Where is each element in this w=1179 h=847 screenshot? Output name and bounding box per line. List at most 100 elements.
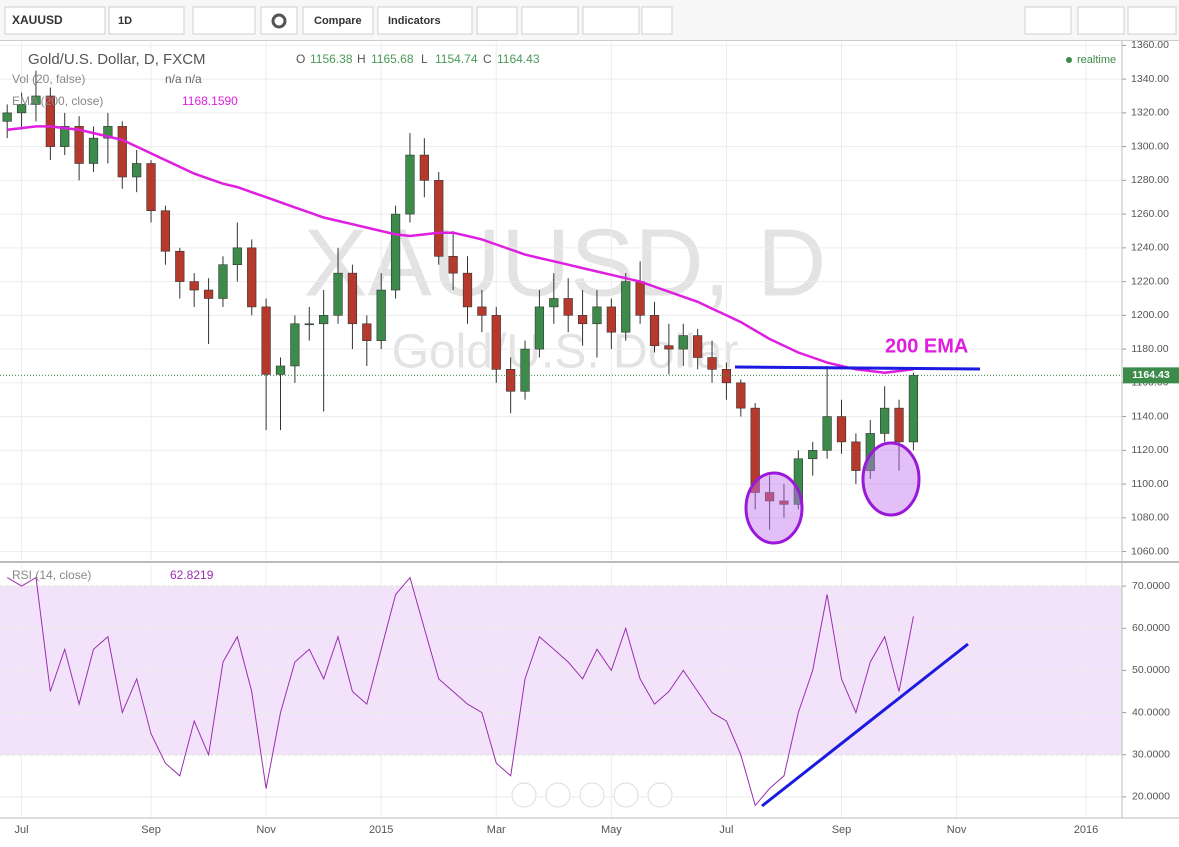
candle-body bbox=[606, 306, 616, 333]
settings-button[interactable] bbox=[260, 6, 298, 35]
candle-body bbox=[477, 306, 487, 316]
candle-body bbox=[290, 323, 300, 367]
indicators: Indicators bbox=[388, 15, 441, 27]
layout-button[interactable] bbox=[1024, 6, 1072, 35]
x-tick-label: Jul bbox=[719, 824, 733, 836]
candle-body bbox=[621, 281, 631, 333]
candle-body bbox=[448, 255, 458, 274]
y-tick-label: 1360.00 bbox=[1131, 39, 1169, 51]
chart-title: Gold/U.S. Dollar, D, FXCM bbox=[28, 51, 206, 68]
candle-body bbox=[707, 357, 717, 370]
ohlc-value: 1154.74 bbox=[435, 52, 478, 66]
alert-button[interactable] bbox=[476, 6, 518, 35]
x-tick-label: Nov bbox=[256, 824, 276, 836]
y-tick-label: 1080.00 bbox=[1131, 512, 1169, 524]
candle-body bbox=[74, 126, 84, 164]
candle-body bbox=[865, 433, 875, 471]
zoom-out[interactable] bbox=[545, 782, 571, 808]
x-tick-label: Sep bbox=[141, 824, 161, 836]
x-tick-label: Nov bbox=[947, 824, 967, 836]
ema-value: 1168.1590 bbox=[182, 94, 238, 108]
candle-body bbox=[678, 335, 688, 350]
y-tick-label: 1140.00 bbox=[1131, 410, 1168, 422]
zoom-controls bbox=[511, 782, 673, 808]
ema-line bbox=[7, 125, 914, 374]
ohlc-label: C bbox=[483, 52, 492, 66]
annotation: 200 EMA bbox=[885, 335, 968, 357]
x-tick-label: May bbox=[601, 824, 622, 836]
compare-button[interactable] bbox=[302, 6, 374, 35]
resistance-drawing bbox=[734, 365, 981, 371]
interval-button[interactable] bbox=[108, 6, 185, 35]
candle-body bbox=[577, 315, 588, 325]
realtime-dot bbox=[1066, 57, 1072, 63]
symbol-box[interactable] bbox=[4, 6, 106, 35]
candle-body bbox=[347, 272, 358, 325]
ohlc-value: 1156.38 bbox=[310, 52, 353, 66]
candle-body bbox=[132, 163, 142, 178]
candle-body bbox=[31, 95, 41, 105]
volume-name: Vol (20, false) bbox=[12, 72, 85, 86]
rsi-name: RSI (14, close) bbox=[12, 568, 91, 582]
candle-body bbox=[462, 272, 473, 308]
candle-body bbox=[534, 306, 545, 350]
candle-body bbox=[693, 335, 703, 358]
candle-body bbox=[175, 250, 185, 282]
load-button[interactable] bbox=[1077, 6, 1125, 35]
settings-icon bbox=[271, 13, 287, 29]
zoom-in[interactable] bbox=[613, 782, 639, 808]
fullscreen-button[interactable] bbox=[641, 6, 673, 35]
toolbar: XAUUSD 1D Compare Indicators bbox=[0, 0, 1179, 41]
y-tick-label: 30.0000 bbox=[1132, 749, 1170, 761]
reset[interactable] bbox=[579, 782, 605, 808]
candle-body bbox=[822, 416, 832, 451]
candle-body bbox=[247, 247, 257, 308]
candle-body bbox=[319, 315, 329, 325]
candle-body bbox=[60, 126, 70, 147]
ideas-button[interactable] bbox=[521, 6, 579, 35]
chart-style-button[interactable] bbox=[192, 6, 256, 35]
candle-body bbox=[520, 348, 530, 392]
scroll-left[interactable] bbox=[511, 782, 537, 808]
candle-body bbox=[232, 247, 242, 266]
x-tick-label: Mar bbox=[487, 824, 506, 836]
candle-body bbox=[808, 450, 818, 460]
candle-body bbox=[908, 375, 919, 443]
candle-body bbox=[549, 298, 559, 308]
candle-body bbox=[275, 365, 286, 375]
last-price-tag bbox=[1123, 367, 1179, 384]
y-tick-label: 1060.00 bbox=[1131, 545, 1169, 557]
candle-body bbox=[103, 126, 113, 139]
y-tick-label: 1240.00 bbox=[1131, 242, 1169, 254]
volume-value: n/a n/a bbox=[165, 72, 202, 86]
candle-body bbox=[376, 289, 386, 341]
candle-body bbox=[664, 345, 674, 350]
candle-body bbox=[736, 382, 746, 409]
candle-body bbox=[592, 306, 602, 325]
scroll-right[interactable] bbox=[647, 782, 673, 808]
y-tick-label: 50.0000 bbox=[1132, 664, 1170, 676]
candle-body bbox=[390, 213, 401, 291]
y-tick-label: 1260.00 bbox=[1131, 208, 1169, 220]
y-tick-label: 1340.00 bbox=[1131, 73, 1169, 85]
y-tick-label: 40.0000 bbox=[1132, 706, 1170, 718]
candle-body bbox=[333, 272, 343, 316]
rsi-value: 62.8219 bbox=[170, 568, 214, 582]
candle-body bbox=[434, 180, 444, 257]
candle-body bbox=[750, 407, 760, 493]
indicators-button[interactable] bbox=[377, 6, 473, 35]
y-tick-label: 1300.00 bbox=[1131, 140, 1169, 152]
candle-body bbox=[563, 298, 573, 316]
candle-body bbox=[16, 104, 27, 114]
candle-body bbox=[721, 369, 732, 384]
candle-body bbox=[405, 154, 415, 215]
ohlc-label: O bbox=[296, 52, 305, 66]
rsi-line bbox=[6, 576, 914, 807]
candle-body bbox=[491, 315, 501, 370]
undo-redo[interactable] bbox=[582, 6, 640, 35]
x-tick-label: Jul bbox=[15, 824, 29, 836]
y-tick-label: 1100.00 bbox=[1131, 478, 1168, 490]
save-button[interactable] bbox=[1127, 6, 1177, 35]
